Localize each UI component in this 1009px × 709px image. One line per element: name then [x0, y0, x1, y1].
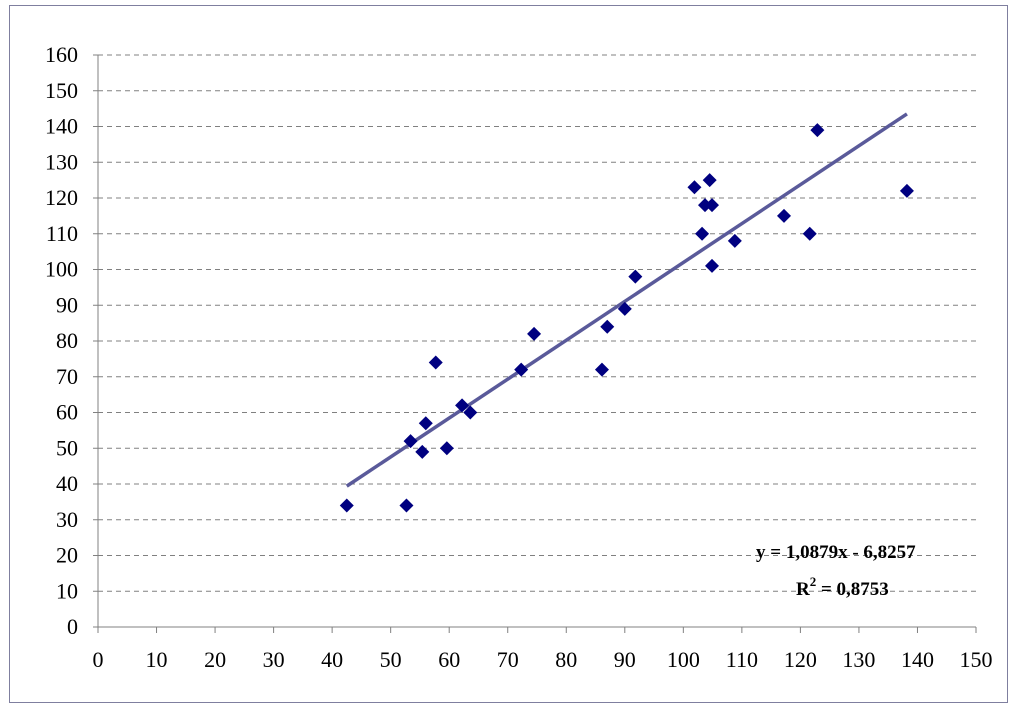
y-tick-label-30: 30	[56, 507, 78, 532]
y-tick-label-160: 160	[45, 42, 78, 67]
axes	[93, 54, 977, 633]
chart-frame	[9, 5, 1008, 703]
x-tick-label-140: 140	[901, 647, 934, 672]
data-point-16	[695, 226, 710, 241]
data-point-22	[777, 208, 792, 223]
x-tick-label-70: 70	[497, 647, 519, 672]
y-tick-label-50: 50	[56, 435, 78, 460]
data-point-25	[899, 183, 914, 198]
data-point-20	[705, 258, 720, 273]
x-tick-label-130: 130	[842, 647, 875, 672]
r-squared-exponent: 2	[810, 574, 817, 589]
trendline-annotation: y = 1,0879x - 6,8257 R2 = 0,8753	[756, 542, 916, 600]
x-tick-label-30: 30	[263, 647, 285, 672]
data-point-8	[463, 405, 478, 420]
r-squared-label: R2 = 0,8753	[796, 574, 889, 600]
data-point-13	[617, 301, 632, 316]
data-point-18	[702, 173, 717, 188]
data-point-5	[428, 355, 443, 370]
x-tick-label-120: 120	[784, 647, 817, 672]
x-tick-label-80: 80	[555, 647, 577, 672]
y-tick-label-140: 140	[45, 114, 78, 139]
y-tick-label-120: 120	[45, 185, 78, 210]
r-squared-value: = 0,8753	[816, 579, 889, 600]
data-point-9	[514, 362, 529, 377]
y-tick-label-60: 60	[56, 400, 78, 425]
data-point-15	[687, 180, 702, 195]
x-tick-label-90: 90	[614, 647, 636, 672]
data-point-21	[727, 233, 742, 248]
trendline-group	[345, 112, 908, 488]
data-point-2	[403, 434, 418, 449]
y-tick-label-110: 110	[46, 221, 78, 246]
r-squared-prefix: R	[796, 579, 810, 600]
y-tick-label-40: 40	[56, 471, 78, 496]
data-point-6	[439, 441, 454, 456]
y-tick-label-80: 80	[56, 328, 78, 353]
x-tick-label-150: 150	[960, 647, 993, 672]
y-tick-label-0: 0	[67, 614, 78, 639]
data-point-10	[527, 326, 542, 341]
data-point-7	[455, 398, 470, 413]
data-point-19	[705, 198, 720, 213]
data-point-11	[594, 362, 609, 377]
data-point-12	[600, 319, 615, 334]
data-point-0	[339, 498, 354, 513]
trendline	[345, 112, 908, 488]
y-tick-label-90: 90	[56, 292, 78, 317]
x-tick-label-50: 50	[380, 647, 402, 672]
y-tick-label-150: 150	[45, 78, 78, 103]
x-tick-label-10: 10	[146, 647, 168, 672]
x-tick-label-0: 0	[93, 647, 104, 672]
tick-labels: 0102030405060708090100110120130140150160…	[45, 42, 993, 672]
data-point-17	[697, 198, 712, 213]
data-point-24	[810, 123, 825, 138]
gridlines	[98, 54, 976, 592]
y-tick-label-100: 100	[45, 257, 78, 282]
data-point-1	[399, 498, 414, 513]
data-points	[339, 123, 914, 513]
x-tick-label-110: 110	[726, 647, 758, 672]
y-tick-label-70: 70	[56, 364, 78, 389]
y-tick-label-20: 20	[56, 543, 78, 568]
x-tick-label-100: 100	[667, 647, 700, 672]
y-tick-label-10: 10	[56, 578, 78, 603]
data-point-4	[418, 416, 433, 431]
trendline-equation: y = 1,0879x - 6,8257	[756, 542, 916, 563]
y-tick-label-130: 130	[45, 149, 78, 174]
data-point-14	[628, 269, 643, 284]
data-point-23	[802, 226, 817, 241]
data-point-3	[415, 444, 430, 459]
x-tick-label-60: 60	[438, 647, 460, 672]
x-tick-label-20: 20	[204, 647, 226, 672]
x-tick-label-40: 40	[321, 647, 343, 672]
